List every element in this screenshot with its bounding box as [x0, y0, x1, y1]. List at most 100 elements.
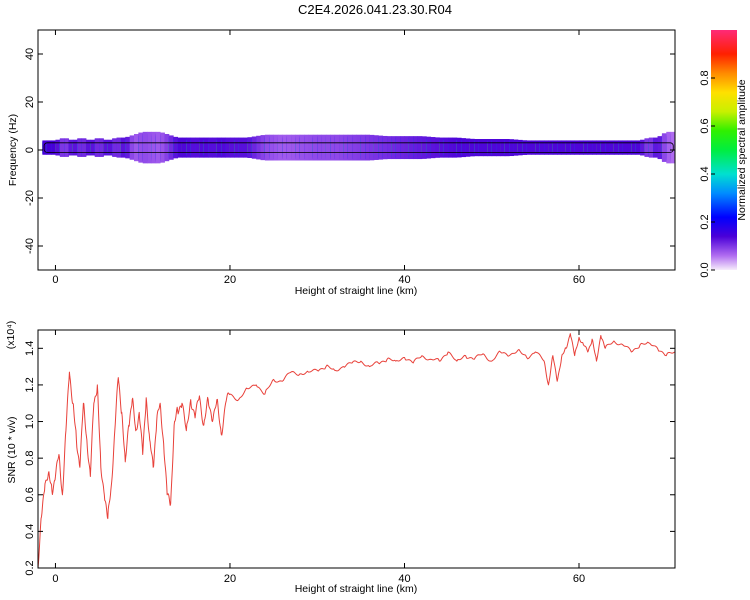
spectrogram-band-outline: [43, 142, 674, 153]
spectrogram-cell: [522, 140, 528, 155]
spectrogram-cell: [421, 136, 427, 159]
spectrogram-cell: [574, 140, 580, 155]
spectrogram-cell: [260, 135, 266, 161]
spectrogram-cell: [452, 137, 458, 158]
spectrogram-cell: [443, 137, 449, 158]
colorbar-tick-label: 0.8: [699, 70, 711, 85]
spectrogram-cell: [408, 136, 414, 160]
spectrogram-cell: [531, 140, 536, 155]
spectrogram-cell: [46, 140, 52, 155]
snr-x-tick-label: 40: [398, 573, 410, 585]
spectrogram-cell: [487, 139, 493, 157]
spectrogram-cell: [474, 139, 480, 157]
spectrogram-cell: [360, 134, 366, 161]
spectrogram-cell: [77, 138, 83, 157]
spectrogram-y-tick-label: -40: [24, 238, 36, 254]
snr-frame: [37, 329, 676, 569]
snr-x-tick-label: 20: [224, 573, 236, 585]
spectrogram-cell: [251, 136, 257, 159]
spectrogram-cell: [133, 133, 139, 162]
spectrogram-cell: [291, 134, 296, 161]
spectrogram-x-tick-label: 20: [224, 274, 236, 286]
spectrogram-cell: [125, 136, 131, 159]
spectrogram-cell: [330, 134, 336, 161]
colorbar-ticks: 0.0 0.2 0.4 0.6 0.8: [699, 70, 715, 278]
spectrogram-cell: [609, 140, 615, 155]
spectrogram-cell: [587, 140, 593, 155]
spectrogram-cell: [168, 135, 174, 160]
spectrogram-cell: [129, 135, 135, 160]
spectrogram-cell: [317, 134, 322, 161]
spectrogram-cell: [247, 137, 253, 158]
spectrogram-cell: [64, 138, 69, 157]
snr-panel: 0 20 40 60 0.2 0.4 0.6 0.8 1.0 1.2 1.4 Height of s…: [5, 321, 676, 595]
spectrogram-y-tick-label: 0: [24, 147, 36, 153]
spectrogram-cell: [391, 136, 397, 160]
spectrogram-cell: [666, 131, 672, 164]
spectrogram-cell: [151, 131, 157, 164]
spectrogram-cell: [382, 135, 388, 160]
spectrogram-cell: [107, 139, 113, 156]
spectrogram-cell: [387, 136, 392, 160]
spectrogram-cell: [378, 135, 384, 160]
spectrogram-cell: [190, 137, 196, 158]
spectrogram-cell: [618, 140, 624, 155]
spectrogram-cell: [517, 139, 523, 156]
spectrogram-cell: [147, 131, 152, 164]
snr-x-tick-label: 60: [573, 573, 585, 585]
spectrogram-cell: [400, 136, 405, 160]
spectrogram-x-axis-label: Height of straight line (km): [295, 285, 418, 297]
spectrogram-cell: [116, 137, 122, 158]
spectrogram-cell: [195, 137, 200, 158]
spectrogram-cell: [277, 134, 283, 161]
spectrogram-cell: [216, 137, 222, 158]
snr-y-tick-label: 0.2: [24, 560, 36, 575]
spectrogram-cell: [627, 140, 632, 155]
spectrogram-cell: [59, 138, 65, 157]
spectrogram-cell: [548, 140, 554, 155]
spectrogram-cell: [640, 139, 645, 156]
spectrogram-cell: [635, 140, 641, 155]
spectrogram-cell: [142, 131, 148, 164]
spectrogram-cell: [653, 137, 658, 158]
spectrogram-cell: [321, 134, 327, 161]
spectrogram-cell: [661, 133, 667, 162]
colorbar-tick-label: 0.6: [699, 118, 711, 133]
spectrogram-cell: [160, 132, 165, 163]
spectrogram-y-axis-label: Frequency (Hz): [7, 114, 19, 186]
spectrogram-cell: [552, 140, 558, 155]
spectrogram-cell: [504, 139, 510, 157]
spectrogram-ticks: 0 20 40 60 -40 -20 0 20 40: [24, 30, 675, 286]
spectrogram-cell: [491, 139, 497, 157]
colorbar-tick-label: 0.4: [699, 166, 711, 181]
spectrogram-cell: [469, 138, 475, 157]
spectrogram-cell: [435, 137, 440, 158]
spectrogram-cell: [238, 137, 244, 158]
spectrogram-cell: [509, 139, 514, 157]
spectrogram-cell: [544, 140, 549, 155]
snr-multiplier-label: (x10⁴): [5, 321, 17, 349]
spectrogram-cell: [295, 134, 301, 161]
spectrogram-cell: [42, 140, 48, 155]
snr-ticks: 0 20 40 60 0.2 0.4 0.6 0.8 1.0 1.2 1.4: [24, 330, 675, 585]
spectrogram-cell: [526, 140, 532, 155]
spectrogram-cell: [557, 140, 562, 155]
spectrogram-cell: [461, 138, 466, 158]
spectrogram-cell: [579, 140, 584, 155]
spectrogram-cell: [138, 132, 144, 163]
spectrogram-cell: [234, 137, 240, 158]
spectrogram-cell: [369, 134, 375, 161]
spectrogram-x-tick-label: 40: [398, 274, 410, 286]
spectrogram-cell: [51, 140, 56, 155]
spectrogram-cell: [600, 140, 606, 155]
spectrogram-cell: [613, 140, 619, 155]
spectrogram-cell: [304, 134, 309, 161]
spectrogram-cell: [583, 140, 589, 155]
spectrogram-cell: [269, 134, 274, 161]
snr-series-line: [38, 333, 675, 568]
spectrogram-cell: [212, 137, 218, 158]
snr-y-tick-label: 1.0: [24, 414, 36, 429]
spectrogram-cell: [539, 140, 545, 155]
spectrogram-cell: [426, 136, 432, 159]
spectrogram-cell: [347, 134, 353, 161]
